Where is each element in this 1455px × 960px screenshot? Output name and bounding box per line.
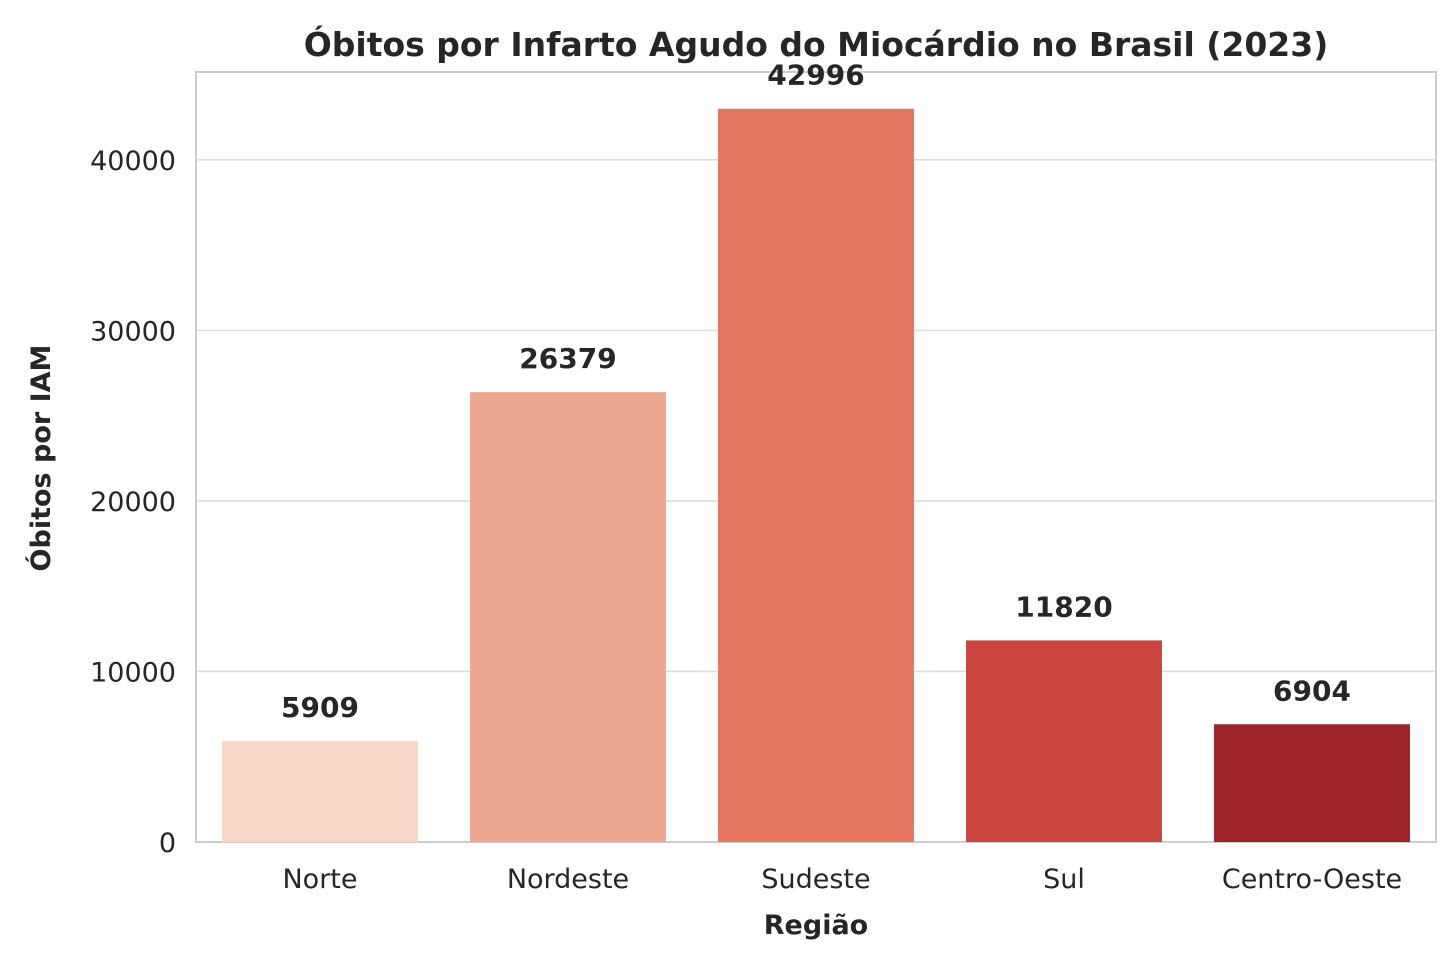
bars [222,108,1410,843]
data-labels: 5909 26379 42996 11820 6904 [281,59,1351,724]
chart-title: Óbitos por Infarto Agudo do Miocárdio no… [304,24,1329,64]
bar-norte [222,741,418,842]
y-tick-label: 20000 [90,487,176,518]
bar-value-label: 26379 [519,342,616,375]
bar-sul [966,640,1162,842]
bar-centro-oeste [1214,724,1410,842]
bar-sudeste [718,108,914,843]
x-tick-label: Sul [1043,864,1085,895]
x-tick-label: Centro-Oeste [1222,864,1402,895]
x-axis-label: Região [764,910,868,941]
bar-value-label: 6904 [1273,674,1351,707]
x-tick-label: Sudeste [761,864,870,895]
bar-value-label: 42996 [767,59,864,92]
y-tick-label: 40000 [90,146,176,177]
x-tick-label: Nordeste [507,864,629,895]
y-tick-label: 10000 [90,657,176,688]
y-tick-labels: 0 10000 20000 30000 40000 [90,146,176,859]
y-tick-label: 30000 [90,316,176,347]
bar-value-label: 5909 [281,691,359,724]
x-tick-labels: Norte Nordeste Sudeste Sul Centro-Oeste [282,864,1402,895]
bar-value-label: 11820 [1015,590,1112,623]
y-axis-label: Óbitos por IAM [25,345,57,572]
x-tick-label: Norte [282,864,357,895]
y-tick-label: 0 [159,828,176,859]
bar-nordeste [470,392,666,842]
